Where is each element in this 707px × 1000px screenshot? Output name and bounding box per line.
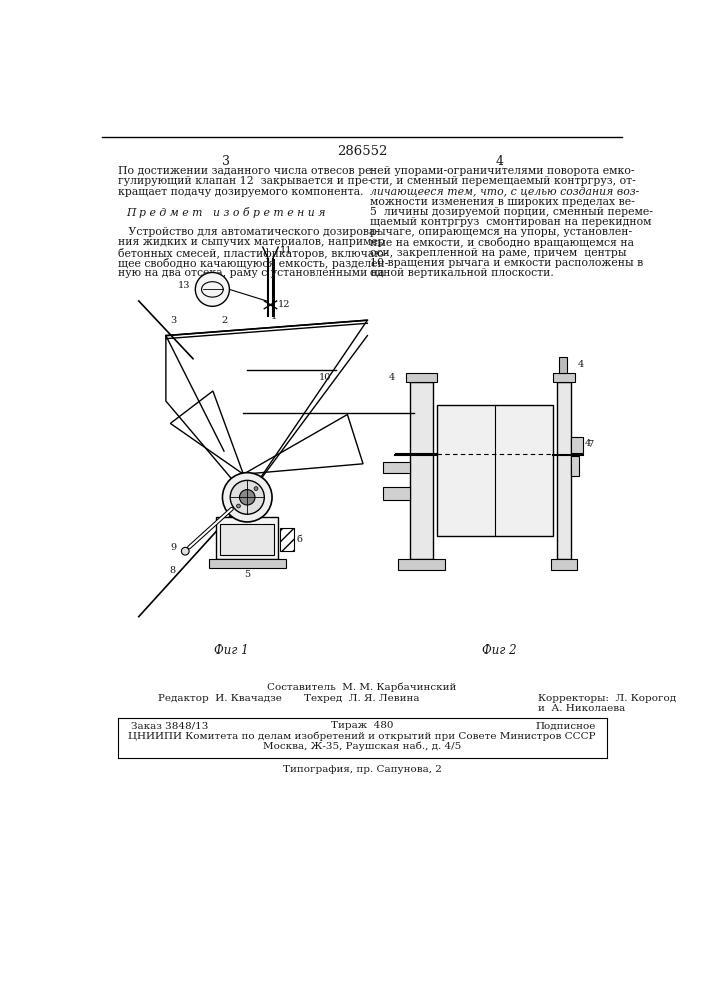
Text: Редактор  И. Квачадзе: Редактор И. Квачадзе [158, 694, 282, 703]
Bar [557, 382, 571, 559]
Text: Техред  Л. Я. Левина: Техред Л. Я. Левина [304, 694, 420, 703]
Text: можности изменения в широких пределах ве-: можности изменения в широких пределах ве… [370, 197, 634, 207]
Circle shape [182, 547, 189, 555]
Circle shape [195, 272, 230, 306]
Text: По достижении заданного числа отвесов ре-: По достижении заданного числа отвесов ре… [118, 166, 375, 176]
Text: 9: 9 [170, 543, 177, 552]
Text: бетонных смесей, пластификаторов, включаю-: бетонных смесей, пластификаторов, включа… [118, 248, 387, 259]
Text: и  А. Николаева: и А. Николаева [538, 704, 625, 713]
Text: 10: 10 [319, 373, 331, 382]
Text: ней упорами-ограничителями поворота емко-: ней упорами-ограничителями поворота емко… [370, 166, 634, 176]
Text: Типография, пр. Сапунова, 2: Типография, пр. Сапунова, 2 [283, 765, 441, 774]
Text: 13: 13 [178, 281, 191, 290]
Text: 3: 3 [170, 316, 177, 325]
Bar [398, 559, 445, 570]
Text: Устройство для автоматического дозирова-: Устройство для автоматического дозирова- [118, 227, 379, 237]
Text: П р е д м е т   и з о б р е т е н и я: П р е д м е т и з о б р е т е н и я [126, 207, 325, 218]
Text: 4: 4 [585, 439, 591, 448]
Text: гулирующий клапан 12  закрывается и пре-: гулирующий клапан 12 закрывается и пре- [118, 176, 372, 186]
Bar [551, 559, 578, 570]
Text: оси, закрепленной на раме, причем  центры: оси, закрепленной на раме, причем центры [370, 248, 626, 258]
Text: 3: 3 [221, 155, 230, 168]
Text: 10 вращения рычага и емкости расположены в: 10 вращения рычага и емкости расположены… [370, 258, 643, 268]
Text: б: б [296, 535, 302, 544]
Text: 1: 1 [271, 312, 278, 321]
Text: 4: 4 [388, 373, 395, 382]
Text: 5  личины дозируемой порции, сменный переме-: 5 личины дозируемой порции, сменный пере… [370, 207, 653, 217]
Circle shape [240, 490, 255, 505]
Text: Москва, Ж-35, Раушская наб., д. 4/5: Москва, Ж-35, Раушская наб., д. 4/5 [263, 741, 461, 751]
Bar [383, 462, 410, 473]
Circle shape [230, 480, 264, 514]
Text: 12: 12 [279, 300, 291, 309]
Bar [571, 437, 583, 453]
Text: Тираж  480: Тираж 480 [331, 721, 393, 730]
Text: Подписное: Подписное [536, 721, 596, 730]
Text: 2: 2 [221, 316, 227, 325]
Text: 11: 11 [280, 246, 292, 255]
Circle shape [254, 487, 258, 491]
Text: одной вертикальной плоскости.: одной вертикальной плоскости. [370, 268, 554, 278]
Text: Фиг 1: Фиг 1 [214, 644, 249, 657]
Text: 4: 4 [495, 155, 503, 168]
Bar [209, 559, 286, 568]
Text: Заказ 3848/13: Заказ 3848/13 [131, 721, 209, 730]
Text: 286552: 286552 [337, 145, 387, 158]
Text: личающееся тем, что, с целью создания воз-: личающееся тем, что, с целью создания во… [370, 187, 639, 197]
Bar [216, 517, 279, 559]
Text: ные на емкости, и свободно вращающемся на: ные на емкости, и свободно вращающемся н… [370, 237, 633, 248]
Circle shape [237, 504, 240, 508]
Bar [280, 528, 293, 551]
Bar [220, 524, 274, 555]
Text: ЦНИИПИ Комитета по делам изобретений и открытий при Совете Министров СССР: ЦНИИПИ Комитета по делам изобретений и о… [128, 731, 596, 741]
Bar [410, 382, 433, 559]
Text: 5: 5 [244, 570, 250, 579]
Text: 7: 7 [587, 440, 593, 449]
Text: ную на два отсека, раму с установленными на: ную на два отсека, раму с установленными… [118, 268, 385, 278]
Text: Составитель  М. М. Карбачинский: Составитель М. М. Карбачинский [267, 682, 457, 692]
Circle shape [223, 473, 272, 522]
Text: кращает подачу дозируемого компонента.: кращает подачу дозируемого компонента. [118, 187, 363, 197]
Text: Фиг 2: Фиг 2 [481, 644, 516, 657]
Text: рычаге, опирающемся на упоры, установлен-: рычаге, опирающемся на упоры, установлен… [370, 227, 632, 237]
Bar [406, 373, 437, 382]
Bar [559, 357, 566, 373]
Text: щее свободно качающуюся емкость, разделен-: щее свободно качающуюся емкость, разделе… [118, 258, 388, 269]
Text: 8: 8 [169, 566, 175, 575]
Bar [554, 373, 575, 382]
Bar [571, 456, 579, 476]
Text: щаемый контргруз  смонтирован на перекидном: щаемый контргруз смонтирован на перекидн… [370, 217, 651, 227]
Text: Корректоры:  Л. Корогод: Корректоры: Л. Корогод [538, 694, 676, 703]
Text: 4: 4 [578, 360, 584, 369]
Text: сти, и сменный перемещаемый контргруз, от-: сти, и сменный перемещаемый контргруз, о… [370, 176, 636, 186]
Bar [383, 487, 410, 500]
Text: ния жидких и сыпучих материалов, например: ния жидких и сыпучих материалов, наприме… [118, 237, 385, 247]
Bar [437, 405, 554, 536]
